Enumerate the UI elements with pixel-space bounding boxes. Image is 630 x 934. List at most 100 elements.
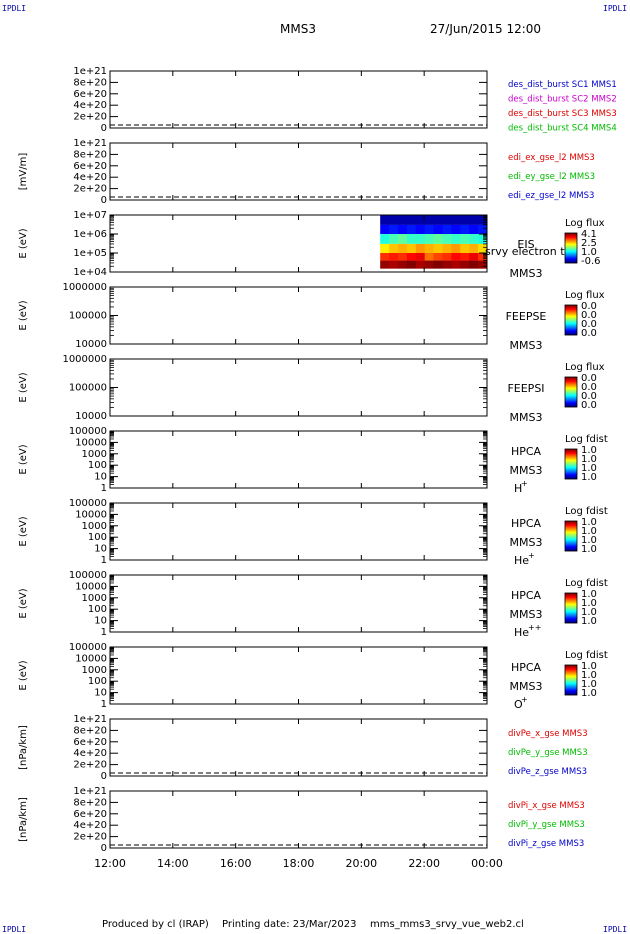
hpca_hepp-ytick-label: 1	[101, 627, 107, 638]
feepsi-colorbar-swatch	[565, 394, 577, 396]
feepse-colorbar-swatch	[565, 332, 577, 334]
feepsi-colorbar-swatch	[565, 392, 577, 394]
divpi-ylabel: [nPa/km]	[18, 797, 29, 842]
feepsi-colorbar-tick: 0.0	[581, 400, 597, 411]
eis-colorbar-swatch	[565, 250, 577, 252]
eis-cell-4-9	[460, 253, 470, 261]
feepsi-colorbar-swatch	[565, 389, 577, 391]
divpe-ytick-label: 6e+20	[73, 737, 107, 748]
divpe-ytick-label: 0	[101, 771, 107, 782]
footer-script-name: mms_mms3_srvy_vue_web2.cl	[370, 919, 524, 930]
feepse-colorbar-title: Log flux	[565, 290, 605, 301]
hpca_he-colorbar-swatch	[565, 532, 577, 534]
hpca_hepp-colorbar-swatch	[565, 593, 577, 595]
eis-cell-4-7	[442, 253, 452, 261]
hpca_he-ytick-label: 100	[88, 532, 107, 543]
eis-cell-0-11	[478, 215, 488, 225]
hpca_hepp-colorbar-swatch	[565, 603, 577, 605]
eis-colorbar-swatch	[565, 256, 577, 258]
hpca_hepp-colorbar-swatch	[565, 611, 577, 613]
hpca_h-colorbar-tick: 1.0	[581, 445, 597, 456]
eis-cell-3-6	[433, 243, 443, 253]
hpca_h-species-charge: +	[521, 479, 528, 488]
eis-cell-5-6	[433, 260, 443, 269]
feepse-colorbar-swatch	[565, 322, 577, 324]
hpca_hepp-colorbar-swatch	[565, 596, 577, 598]
eis-cell-4-2	[397, 253, 408, 261]
des_dist-ytick-label: 2e+20	[73, 112, 107, 123]
hpca_h-colorbar-swatch	[565, 465, 577, 467]
hpca_hepp-colorbar-swatch	[565, 616, 577, 618]
hpca_h-colorbar-swatch	[565, 455, 577, 457]
hpca_o-colorbar-swatch	[565, 677, 577, 679]
hpca_he-colorbar-tick: 1.0	[581, 535, 597, 546]
corner-label-top-right: IPDLI	[603, 4, 628, 13]
eis-cell-2-4	[415, 234, 426, 244]
hpca_h-colorbar-swatch	[565, 452, 577, 454]
hpca_o-colorbar-tick: 1.0	[581, 688, 597, 699]
hpca_he-colorbar-swatch	[565, 547, 577, 549]
eis-colorbar-swatch	[565, 257, 577, 259]
eis-cell-1-10	[469, 224, 479, 234]
eis-cell-5-9	[460, 260, 470, 269]
hpca_he-colorbar-swatch	[565, 538, 577, 540]
eis-colorbar-swatch	[565, 233, 577, 235]
eis-ytick-label: 1e+05	[73, 248, 107, 259]
des_dist-legend-item: des_dist_burst SC1 MMS1	[508, 80, 617, 90]
hpca_h-species: H	[514, 482, 522, 495]
feepse-colorbar-swatch	[565, 312, 577, 314]
eis-cell-0-6	[433, 215, 443, 225]
feepsi-colorbar-tick: 0.0	[581, 382, 597, 393]
eis-overlay-text: srvy electron to	[485, 245, 572, 258]
eis-cell-0-0	[380, 215, 390, 225]
eis-ylabel: E (eV)	[18, 228, 29, 258]
hpca_he-colorbar-swatch	[565, 548, 577, 550]
divpe-ytick-label: 8e+20	[73, 725, 107, 736]
divpi-ytick-label: 4e+20	[73, 820, 107, 831]
eis-ytick-label: 1e+06	[73, 229, 107, 240]
feepsi-colorbar-swatch	[565, 395, 577, 397]
edi-ytick-label: 2e+20	[73, 184, 107, 195]
eis-cell-1-4	[415, 224, 426, 234]
feepsi-ytick-label: 1000000	[62, 354, 107, 365]
hpca_hepp-colorbar-frame	[564, 592, 578, 624]
feepse-ytick-label: 10000	[75, 339, 107, 350]
feepse-colorbar-tick: 0.0	[581, 310, 597, 321]
hpca_hepp-frame	[109, 574, 488, 633]
hpca_hepp-instrument-name: HPCA	[511, 589, 542, 602]
eis-colorbar-swatch	[565, 238, 577, 240]
eis-ytick-label: 1e+04	[73, 267, 107, 278]
hpca_o-instrument-spacecraft: MMS3	[510, 680, 543, 693]
eis-colorbar-swatch	[565, 249, 577, 251]
hpca_o-instrument-name: HPCA	[511, 661, 542, 674]
eis-cell-0-2	[397, 215, 408, 225]
feepsi-instrument-name: FEEPSI	[507, 382, 544, 395]
des_dist-ytick-label: 0	[101, 123, 107, 134]
hpca_hepp-colorbar-swatch	[565, 594, 577, 596]
hpca_he-colorbar-swatch	[565, 539, 577, 541]
hpca_o-colorbar-swatch	[565, 674, 577, 676]
hpca_hepp-colorbar-swatch	[565, 608, 577, 610]
eis-cell-0-1	[389, 215, 399, 225]
hpca_h-colorbar-swatch	[565, 463, 577, 465]
feepsi-ytick-label: 100000	[69, 383, 107, 394]
hpca_h-instrument-name: HPCA	[511, 445, 542, 458]
feepse-colorbar-swatch	[565, 331, 577, 333]
hpca_o-colorbar-swatch	[565, 680, 577, 682]
divpe-ytick-label: 1e+21	[73, 714, 107, 725]
hpca_o-ytick-label: 1	[101, 699, 107, 710]
feepsi-colorbar-swatch	[565, 403, 577, 405]
feepsi-colorbar-tick: 0.0	[581, 391, 597, 402]
des_dist-ytick-label: 4e+20	[73, 100, 107, 111]
hpca_hepp-colorbar-swatch	[565, 609, 577, 611]
edi-ytick-label: 4e+20	[73, 172, 107, 183]
hpca_hepp-colorbar-swatch	[565, 612, 577, 614]
hpca_hepp-colorbar-swatch	[565, 621, 577, 623]
eis-colorbar-frame	[564, 232, 578, 264]
eis-cell-3-11	[478, 243, 488, 253]
eis-cell-4-11	[478, 253, 488, 261]
hpca_h-colorbar-swatch	[565, 449, 577, 451]
edi-ytick-label: 6e+20	[73, 161, 107, 172]
hpca_he-colorbar-swatch	[565, 528, 577, 530]
divpe-legend-item: divPe_x_gse MMS3	[508, 729, 588, 739]
